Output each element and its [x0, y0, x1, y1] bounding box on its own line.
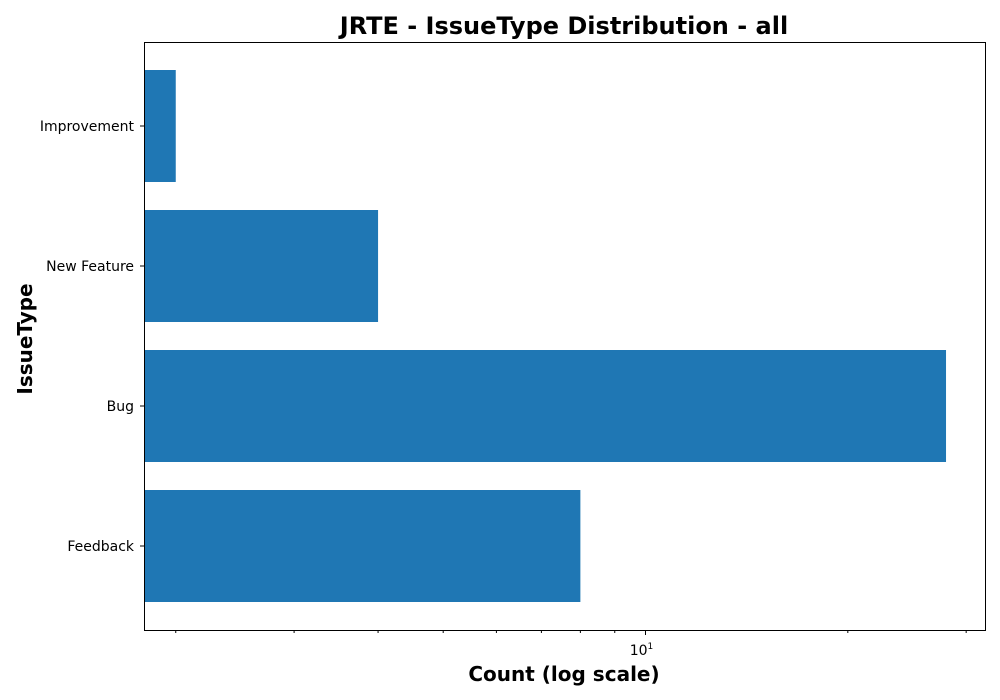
bar-new-feature [145, 210, 379, 322]
bars-layer [145, 70, 947, 602]
y-tick-label: Bug [107, 399, 134, 415]
y-tick-label: Improvement [40, 119, 135, 135]
chart-title: JRTE - IssueType Distribution - all [338, 12, 788, 40]
y-tick-label: Feedback [67, 539, 135, 555]
x-axis-ticks: 101 [175, 630, 967, 659]
y-axis-label: IssueType [13, 283, 37, 394]
bar-improvement [145, 70, 176, 182]
bar-feedback [145, 490, 581, 602]
plot-frame [144, 42, 986, 631]
y-tick-label: New Feature [46, 259, 134, 275]
bar-bug [145, 350, 947, 462]
x-axis-label: Count (log scale) [468, 662, 659, 686]
y-axis-ticks: Feedback Bug New Feature Improvement [40, 119, 145, 555]
x-tick-label: 101 [630, 642, 654, 659]
